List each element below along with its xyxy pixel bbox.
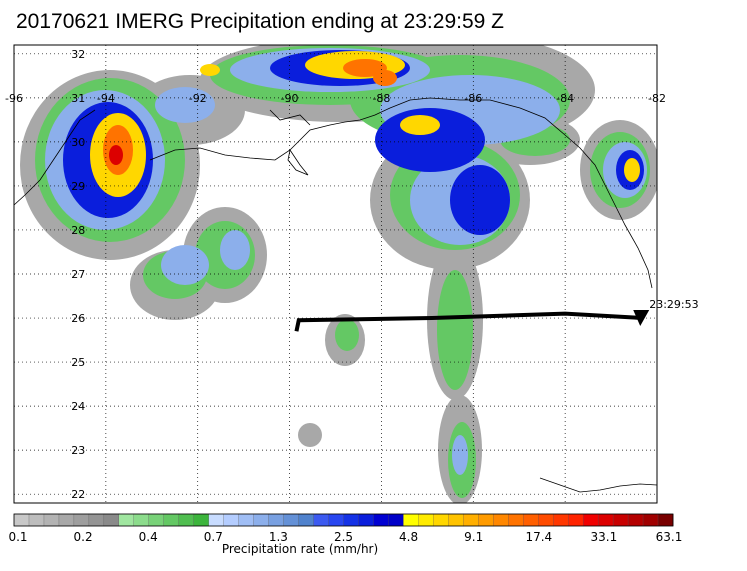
precip-red (109, 145, 123, 165)
colorbar-swatch (388, 513, 404, 527)
colorbar-swatch (253, 513, 270, 527)
colorbar-tick: 33.1 (591, 530, 618, 544)
lat-label: 23 (71, 444, 85, 457)
colorbar-swatch (642, 513, 659, 527)
colorbar-swatch (403, 513, 419, 527)
colorbar-tick: 0.7 (204, 530, 223, 544)
lat-label: 31 (71, 92, 85, 105)
lat-label: 25 (71, 356, 85, 369)
track-line (294, 311, 644, 332)
colorbar-swatch (373, 513, 389, 527)
colorbar-swatch (88, 513, 105, 527)
lat-label: 29 (71, 180, 85, 193)
lon-label: -82 (648, 92, 666, 105)
colorbar-swatch (657, 513, 674, 527)
lon-label: -84 (556, 92, 574, 105)
lat-label: 24 (71, 400, 85, 413)
map-title: 20170621 IMERG Precipitation ending at 2… (16, 10, 504, 33)
colorbar-swatch (313, 513, 329, 527)
colorbar-tick-labels: 0.1 0.2 0.4 0.7 1.3 2.5 4.8 9.1 17.4 33.1 63.1 (8, 530, 682, 544)
lat-label: 28 (71, 224, 85, 237)
colorbar-tick: 9.1 (464, 530, 483, 544)
colorbar-tick: 17.4 (525, 530, 552, 544)
track-end-time: 23:29:53 (649, 298, 698, 311)
colorbar-swatch (283, 513, 300, 527)
colorbar-tick: 4.8 (399, 530, 418, 544)
colorbar-swatch (148, 513, 165, 527)
lon-label: -88 (372, 92, 390, 105)
colorbar-swatch (193, 513, 210, 527)
colorbar-swatch (58, 513, 75, 527)
colorbar-swatch (418, 513, 434, 527)
longitude-labels: -96 -94 -92 -90 -88 -86 -84 -82 (5, 92, 666, 105)
colorbar-swatch (343, 513, 359, 527)
colorbar-swatch (133, 513, 150, 527)
colorbar-tick: 0.4 (139, 530, 158, 544)
colorbar-swatch (163, 513, 180, 527)
lon-label: -86 (464, 92, 482, 105)
colorbar-swatch (478, 513, 494, 527)
colorbar-swatch (208, 513, 225, 527)
colorbar-swatch (118, 513, 135, 527)
latitude-labels: 32 31 30 29 28 27 26 25 24 23 22 (71, 48, 85, 501)
colorbar-tick: 2.5 (334, 530, 353, 544)
colorbar-swatch (508, 513, 524, 527)
lon-label: -96 (5, 92, 23, 105)
colorbar-swatch (612, 513, 629, 527)
lon-label: -90 (281, 92, 299, 105)
colorbar-swatch (178, 513, 195, 527)
lat-label: 27 (71, 268, 85, 281)
colorbar-swatch (103, 513, 120, 527)
satellite-track: 23:29:53 (294, 298, 699, 332)
colorbar-swatch (627, 513, 644, 527)
map-frame (13, 44, 658, 504)
colorbar-tick: 0.1 (8, 530, 27, 544)
colorbar-tick: 1.3 (269, 530, 288, 544)
colorbar-swatch (268, 513, 285, 527)
lon-label: -94 (97, 92, 115, 105)
colorbar-swatch (28, 513, 45, 527)
colorbar-swatch (538, 513, 554, 527)
colorbar-swatch (448, 513, 464, 527)
colorbar-swatch (223, 513, 240, 527)
precip-field (20, 45, 657, 503)
colorbar (13, 513, 674, 527)
lat-label: 22 (71, 488, 85, 501)
colorbar-swatch (597, 513, 614, 527)
colorbar-swatch (73, 513, 90, 527)
colorbar-swatch (568, 513, 584, 527)
coastline (14, 97, 657, 493)
colorbar-swatch (433, 513, 449, 527)
colorbar-frame (13, 513, 674, 527)
colorbar-tick: 63.1 (656, 530, 683, 544)
lat-label: 26 (71, 312, 85, 325)
track-end-arrow-icon (633, 310, 650, 327)
colorbar-swatch (553, 513, 569, 527)
colorbar-swatch (13, 513, 30, 527)
lat-label: 32 (71, 48, 85, 61)
colorbar-swatch (358, 513, 374, 527)
lon-label: -92 (189, 92, 207, 105)
colorbar-tick: 0.2 (74, 530, 93, 544)
colorbar-swatch (582, 513, 599, 527)
colorbar-swatch (523, 513, 539, 527)
colorbar-swatch (493, 513, 509, 527)
colorbar-swatch (328, 513, 344, 527)
colorbar-label: Precipitation rate (mm/hr) (222, 542, 378, 556)
colorbar-swatch (43, 513, 60, 527)
colorbar-swatch (298, 513, 314, 527)
lat-label: 30 (71, 136, 85, 149)
colorbar-swatch (463, 513, 479, 527)
colorbar-swatch (238, 513, 255, 527)
